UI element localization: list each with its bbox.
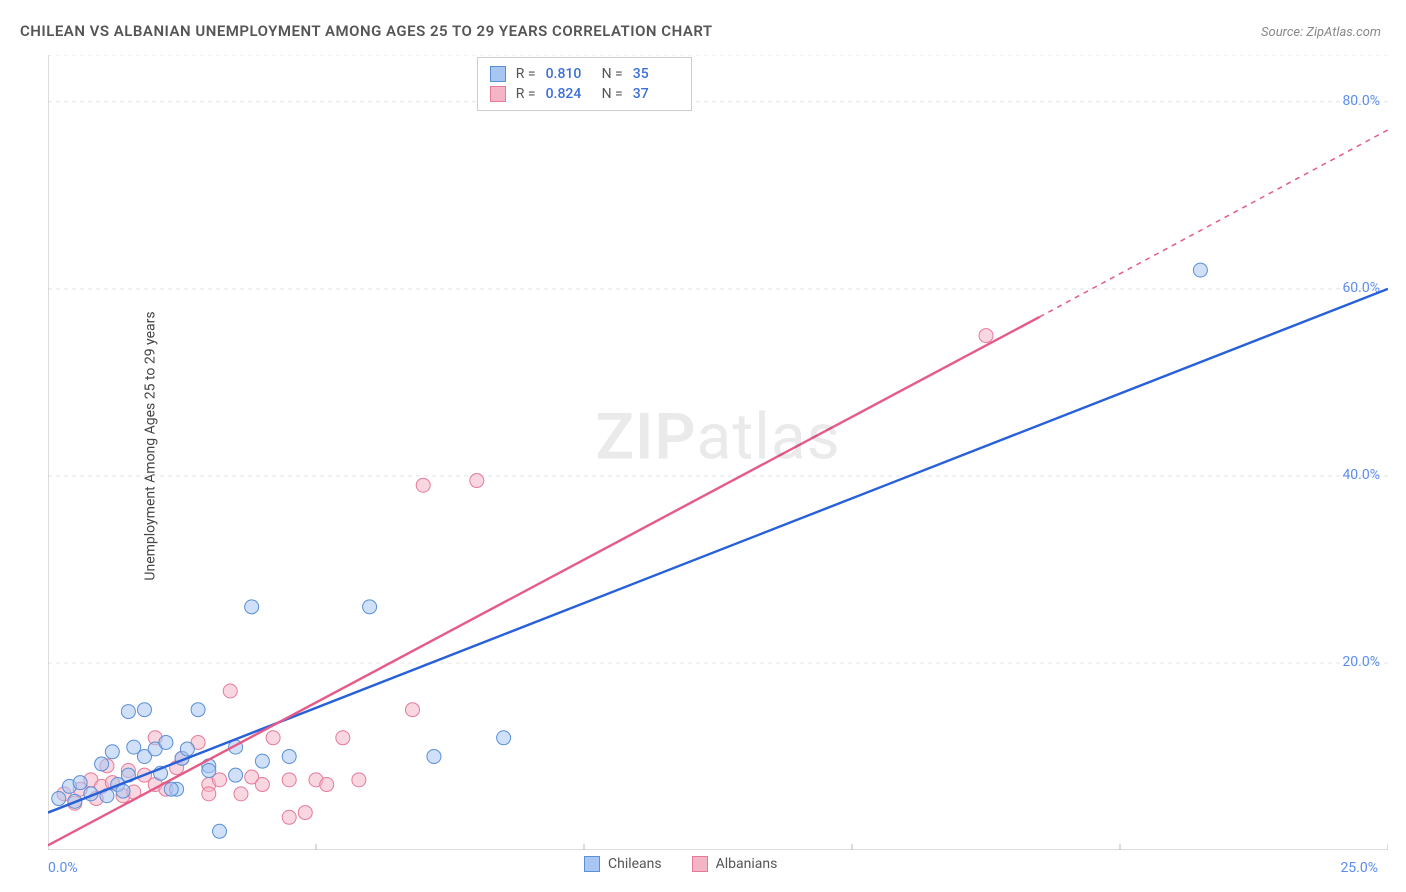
n-label: N =	[602, 86, 623, 102]
r-label: R =	[516, 66, 536, 82]
tick-label: 60.0%	[1342, 280, 1380, 296]
n-value: 37	[633, 86, 679, 102]
legend-label: Albanians	[716, 856, 778, 872]
tick-label: 0.0%	[48, 860, 78, 876]
tick-label: 20.0%	[1342, 654, 1380, 670]
legend-swatch	[692, 856, 708, 872]
plot-area: ZIPatlas	[48, 55, 1388, 850]
stats-row: R = 0.824 N = 37	[490, 84, 679, 104]
chart-title: CHILEAN VS ALBANIAN UNEMPLOYMENT AMONG A…	[20, 22, 713, 40]
legend-swatch	[584, 856, 600, 872]
tick-label: 40.0%	[1342, 467, 1380, 483]
r-value: 0.824	[546, 86, 592, 102]
scatter-svg	[48, 55, 1388, 850]
legend-label: Chileans	[608, 856, 662, 872]
n-value: 35	[633, 66, 679, 82]
stats-box: R = 0.810 N = 35 R = 0.824 N = 37	[477, 57, 692, 111]
n-label: N =	[602, 66, 623, 82]
stats-swatch	[490, 66, 506, 82]
stats-swatch	[490, 86, 506, 102]
legend-item: Albanians	[692, 856, 778, 872]
r-label: R =	[516, 86, 536, 102]
stats-row: R = 0.810 N = 35	[490, 64, 679, 84]
legend: Chileans Albanians	[584, 856, 777, 872]
tick-label: 25.0%	[1340, 860, 1378, 876]
tick-label: 80.0%	[1342, 93, 1380, 109]
source-attribution: Source: ZipAtlas.com	[1261, 25, 1381, 40]
r-value: 0.810	[546, 66, 592, 82]
legend-item: Chileans	[584, 856, 662, 872]
